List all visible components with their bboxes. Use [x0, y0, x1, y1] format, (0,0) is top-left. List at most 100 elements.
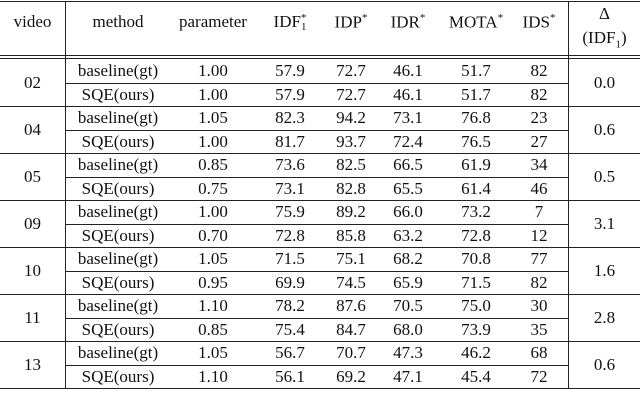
delta-cell: 0.0 [593, 73, 616, 92]
ids-cell: 82 [530, 84, 548, 104]
ids-cell: 68 [530, 343, 548, 362]
idf1-cell: 73.6 [275, 155, 305, 174]
idf1-cell: 81.7 [275, 131, 305, 151]
idr-cell: 68.2 [393, 249, 423, 268]
group-rule [0, 388, 640, 389]
idp-cell: 72.7 [336, 84, 366, 104]
video-cell: 10 [24, 261, 41, 280]
ids-cell: 82 [530, 61, 548, 80]
mota-label: MOTA [448, 12, 498, 32]
parameter-cell: 1.00 [198, 84, 228, 104]
method-cell: SQE(ours) [81, 84, 155, 104]
video-cell: 11 [24, 308, 41, 327]
row-divider [65, 176, 568, 178]
method-cell: SQE(ours) [81, 272, 155, 292]
idr-cell: 72.4 [393, 131, 423, 151]
header-method: method [92, 12, 144, 31]
idp-cell: 82.8 [336, 178, 366, 198]
row-divider [65, 317, 568, 319]
idr-cell: 73.1 [393, 108, 423, 127]
idf1-cell: 56.7 [275, 343, 305, 362]
idr-cell: 46.1 [393, 61, 423, 80]
header-video: video [13, 12, 52, 31]
idr-cell: 68.0 [393, 319, 423, 339]
parameter-cell: 1.10 [198, 366, 228, 386]
mota-cell: 51.7 [461, 84, 491, 104]
idr-label: IDR [390, 12, 420, 32]
idr-cell: 47.3 [393, 343, 423, 362]
mota-cell: 72.8 [461, 225, 491, 245]
mota-cell: 70.8 [461, 249, 491, 268]
idf1-cell: 69.9 [275, 272, 305, 292]
row-divider [65, 129, 568, 131]
idp-cell: 87.6 [336, 296, 366, 315]
top-rule [0, 1, 640, 2]
row-divider [65, 82, 568, 84]
idp-cell: 75.1 [336, 249, 366, 268]
method-cell: baseline(gt) [77, 108, 159, 127]
mota-cell: 71.5 [461, 272, 491, 292]
ids-cell: 34 [530, 155, 548, 174]
video-cell: 04 [24, 120, 41, 139]
idr-cell: 63.2 [393, 225, 423, 245]
video-cell: 09 [24, 214, 41, 233]
header-idf1: IDF* 1 [258, 12, 322, 33]
ids-cell: 35 [530, 319, 548, 339]
idf1-cell: 57.9 [275, 61, 305, 80]
idf1-cell: 82.3 [275, 108, 305, 127]
mota-cell: 73.2 [461, 202, 491, 221]
delta-sub-index: 1 [615, 38, 621, 51]
ids-cell: 27 [530, 131, 548, 151]
idr-cell: 66.0 [393, 202, 423, 221]
idp-cell: 74.5 [336, 272, 366, 292]
idf1-cell: 57.9 [275, 84, 305, 104]
idp-cell: 93.7 [336, 131, 366, 151]
parameter-cell: 1.05 [198, 108, 228, 127]
video-cell: 02 [24, 73, 41, 92]
header-parameter: parameter [179, 12, 247, 31]
parameter-cell: 0.85 [198, 319, 228, 339]
delta-subtitle: (IDF1) [569, 26, 640, 56]
idf1-cell: 71.5 [275, 249, 305, 268]
idf1-cell: 78.2 [275, 296, 305, 315]
header-delta: Δ (IDF1) [569, 2, 640, 56]
method-cell: baseline(gt) [77, 343, 159, 362]
idr-cell: 47.1 [393, 366, 423, 386]
row-divider [65, 364, 568, 366]
delta-column-divider [568, 1, 569, 388]
idf1-label: IDF [273, 12, 301, 31]
idp-cell: 70.7 [336, 343, 366, 362]
idp-cell: 72.7 [336, 61, 366, 80]
parameter-cell: 1.05 [198, 343, 228, 362]
delta-cell: 1.6 [593, 261, 616, 280]
method-cell: SQE(ours) [81, 131, 155, 151]
header-idr: IDR* [378, 12, 438, 33]
idf1-cell: 75.4 [275, 319, 305, 339]
delta-cell: 0.6 [593, 355, 616, 374]
method-cell: SQE(ours) [81, 178, 155, 198]
row-divider [65, 270, 568, 272]
idr-cell: 66.5 [393, 155, 423, 174]
idp-cell: 82.5 [336, 155, 366, 174]
method-cell: baseline(gt) [77, 296, 159, 315]
header-mota: MOTA* [436, 12, 516, 33]
mota-cell: 73.9 [461, 319, 491, 339]
delta-symbol: Δ [599, 4, 610, 23]
delta-cell: 2.8 [593, 308, 616, 327]
ids-cell: 46 [530, 178, 548, 198]
delta-cell: 0.5 [593, 167, 616, 186]
ids-cell: 30 [530, 296, 548, 315]
parameter-cell: 0.75 [198, 178, 228, 198]
ids-cell: 72 [530, 366, 548, 386]
mota-cell: 76.5 [461, 131, 491, 151]
idf1-sup: * [300, 12, 307, 25]
idp-cell: 69.2 [336, 366, 366, 386]
idp-sup: * [361, 12, 368, 24]
idf1-cell: 72.8 [275, 225, 305, 245]
video-column-divider [65, 1, 66, 388]
ids-sup: * [549, 12, 556, 24]
idr-cell: 65.9 [393, 272, 423, 292]
group-rule [0, 106, 640, 107]
header-ids: IDS* [512, 12, 566, 33]
ids-cell: 23 [530, 108, 548, 127]
